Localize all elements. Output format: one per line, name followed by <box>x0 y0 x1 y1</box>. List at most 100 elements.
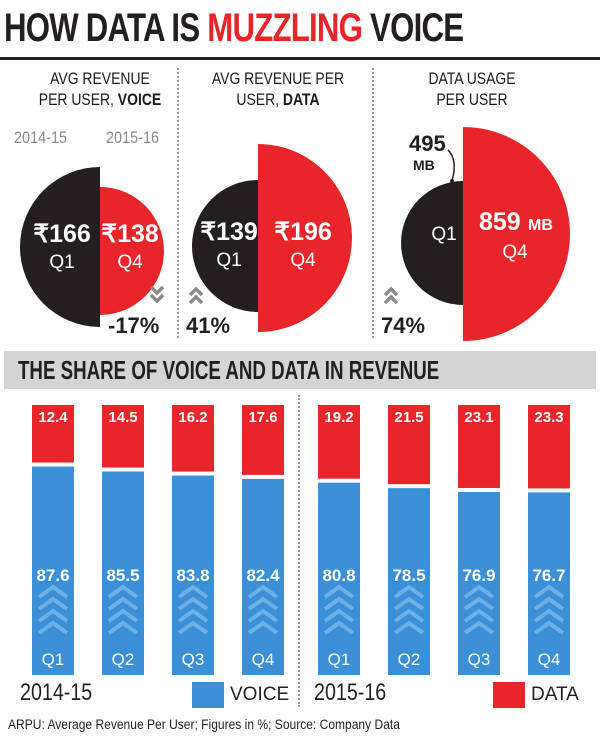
bar-group: 80.8 19.2 Q1 <box>318 405 360 675</box>
bar-chevron-icon <box>393 584 425 635</box>
bar-group: 82.4 17.6 Q4 <box>242 405 284 675</box>
panel-data-title: AVG REVENUE PER USER, DATA <box>196 68 360 110</box>
voice-bar <box>388 488 430 675</box>
usage-q4-value: 859 <box>479 208 521 236</box>
headline: HOW DATA IS MUZZLING VOICE <box>4 2 466 54</box>
voice-value-label: 80.8 <box>322 566 355 585</box>
voice-q1-value: ₹166 <box>33 220 91 248</box>
data-bar <box>102 405 144 468</box>
usage-q1-label: Q1 <box>431 224 456 245</box>
panel-voice-title-line2: PER USER, VOICE <box>38 90 162 109</box>
bar-chevron-icon <box>177 584 209 635</box>
bar-chevron-icon <box>323 584 355 635</box>
voice-value-label: 78.5 <box>392 566 425 585</box>
section-band <box>4 351 596 389</box>
data-bar <box>318 405 360 479</box>
usage-callout-dot <box>450 179 454 183</box>
bar-chevron-icon <box>247 584 279 635</box>
data-q1-label: Q1 <box>216 250 241 271</box>
panel-usage-title-line1: DATA USAGE <box>428 69 516 88</box>
voice-bar <box>32 466 74 675</box>
usage-q4-label: Q4 <box>502 242 528 263</box>
quarter-label: Q3 <box>468 650 491 669</box>
bar-group: 87.6 12.4 Q1 <box>32 405 74 675</box>
data-bar <box>388 405 430 485</box>
bar-group: 76.7 23.3 Q4 <box>528 405 570 675</box>
voice-value-label: 76.7 <box>532 566 565 585</box>
quarter-label: Q4 <box>252 650 275 669</box>
quarter-label: Q3 <box>182 650 205 669</box>
headline-part1: HOW DATA IS <box>4 6 208 50</box>
data-value-label: 16.2 <box>178 409 207 426</box>
footnote: ARPU: Average Revenue Per User; Figures … <box>8 716 400 732</box>
voice-q1-halfcircle <box>20 167 100 327</box>
panel-data-title-line2: USER, DATA <box>236 90 320 109</box>
voice-change: -17% <box>108 313 159 338</box>
year-label-2014-15: 2014-15 <box>20 679 93 706</box>
voice-bar <box>318 482 360 675</box>
data-value-label: 23.1 <box>464 409 493 426</box>
data-value-label: 17.6 <box>248 409 277 426</box>
quarter-label: Q1 <box>328 650 351 669</box>
data-q4-halfcircle <box>258 144 352 332</box>
voice-value-label: 83.8 <box>176 566 209 585</box>
quarter-label: Q2 <box>398 650 421 669</box>
data-q1-value: ₹139 <box>200 218 258 246</box>
quarter-label: Q1 <box>42 650 65 669</box>
section-title: THE SHARE OF VOICE AND DATA IN REVENUE <box>18 355 440 385</box>
data-bar <box>172 405 214 472</box>
legend-data-swatch <box>493 682 525 708</box>
quarter-label: Q2 <box>112 650 135 669</box>
voice-bar <box>102 471 144 675</box>
quarter-label: Q4 <box>538 650 561 669</box>
arpu-comparison-graphic: ₹166 Q1 ₹138 Q4 -17% ₹139 Q1 ₹196 Q4 41%… <box>20 127 570 341</box>
data-value-label: 14.5 <box>108 409 137 426</box>
data-value-label: 21.5 <box>394 409 423 426</box>
bar-group: 78.5 21.5 Q2 <box>388 405 430 675</box>
panel-voice-year-right: 2015-16 <box>106 128 160 147</box>
data-up-chevron-icon <box>188 286 204 305</box>
data-q1-halfcircle <box>192 180 258 312</box>
voice-bar <box>528 492 570 675</box>
year-label-2015-16: 2015-16 <box>314 679 387 706</box>
data-bar <box>458 405 500 488</box>
bar-chevron-icon <box>37 584 69 635</box>
voice-bar <box>458 491 500 675</box>
data-change: 41% <box>186 313 230 338</box>
data-value-label: 23.3 <box>534 409 563 426</box>
headline-rule <box>0 57 600 60</box>
voice-value-label: 85.5 <box>106 566 139 585</box>
panel-voice-title: AVG REVENUE PER USER, VOICE <box>18 68 182 110</box>
voice-value-label: 87.6 <box>36 566 69 585</box>
voice-value-label: 82.4 <box>246 566 280 585</box>
usage-q1-halfcircle <box>401 181 463 305</box>
voice-q1-label: Q1 <box>49 252 74 273</box>
data-value-label: 19.2 <box>324 409 353 426</box>
usage-q4-halfcircle <box>463 127 570 341</box>
voice-value-label: 76.9 <box>462 566 495 585</box>
data-bar <box>242 405 284 475</box>
usage-q4-unit: MB <box>528 217 553 234</box>
voice-down-chevron-icon <box>149 285 165 304</box>
panel-divider-2 <box>372 68 374 338</box>
voice-q4-halfcircle <box>100 187 164 315</box>
panel-usage-title-line2: PER USER <box>436 90 508 109</box>
data-q4-label: Q4 <box>290 250 316 271</box>
legend-voice-label: VOICE <box>230 684 290 705</box>
bar-chevron-icon <box>533 584 565 635</box>
voice-q4-label: Q4 <box>117 252 143 273</box>
year-divider <box>298 395 300 707</box>
voice-q4-value: ₹138 <box>101 220 159 248</box>
data-bar <box>528 405 570 489</box>
voice-bar <box>172 475 214 675</box>
usage-callout-line <box>447 149 455 182</box>
share-stacked-bar-chart: 87.6 12.4 Q1 85.5 14.5 Q2 83.8 16.2 Q3 82.4 17.6 Q4… <box>32 405 570 675</box>
usage-q1-unit: MB <box>413 157 435 173</box>
voice-bar <box>242 478 284 675</box>
bar-group: 76.9 23.1 Q3 <box>458 405 500 675</box>
bar-chevron-icon <box>107 584 139 635</box>
data-q4-value: ₹196 <box>274 218 332 246</box>
bar-group: 83.8 16.2 Q3 <box>172 405 214 675</box>
data-value-label: 12.4 <box>38 409 68 426</box>
bar-group: 85.5 14.5 Q2 <box>102 405 144 675</box>
